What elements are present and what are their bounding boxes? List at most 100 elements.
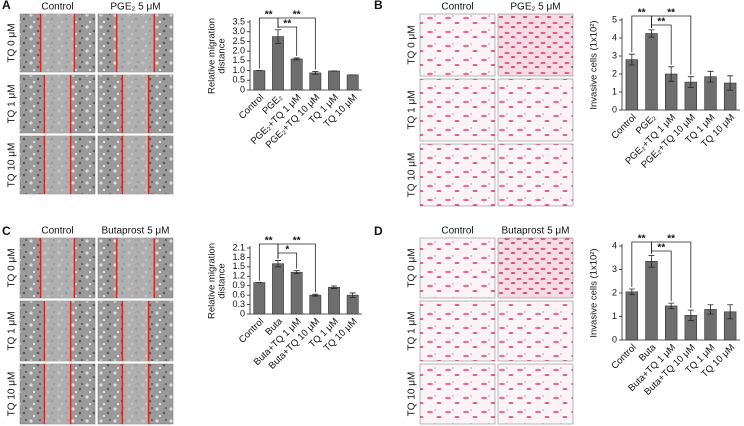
bar [272, 263, 284, 315]
bar [290, 271, 303, 315]
y-tick-label: 1.5 [232, 261, 245, 271]
column-label: Control [441, 226, 473, 237]
axis-line [621, 18, 740, 111]
panel: D Control Butaprost 5 μM TQ 0 μM TQ 1 μM TQ 1… [374, 224, 740, 425]
significance-label: * [285, 245, 289, 256]
micrograph [419, 237, 496, 299]
error-bar [628, 288, 635, 296]
bar [328, 70, 340, 91]
y-tick-label: 1.0 [232, 65, 245, 75]
scratch-gap [122, 75, 149, 133]
row-label: TQ 1 μM [407, 90, 418, 129]
y-tick-label: 3 [612, 264, 617, 274]
panel-label: D [374, 224, 383, 238]
bar [625, 291, 639, 341]
row-label: TQ 10 μM [7, 143, 18, 188]
significance-label: ** [265, 236, 273, 247]
bar [328, 286, 340, 315]
y-tick-label: 0.3 [232, 299, 245, 309]
scratch-gap [44, 75, 71, 133]
significance-label: ** [638, 8, 646, 19]
significance-label: ** [293, 236, 301, 247]
error-bar [707, 304, 714, 315]
significance-label: ** [638, 234, 646, 245]
scratch-gap [44, 136, 71, 194]
axis-line [249, 20, 362, 91]
column-label: Butaprost 5 μM [501, 226, 569, 237]
y-tick-label: 2.0 [232, 46, 245, 56]
row-label: TQ 1 μM [7, 311, 18, 350]
bar [346, 74, 359, 91]
row-label: TQ 1 μM [407, 311, 418, 350]
micrograph [497, 300, 574, 362]
significance-label: ** [265, 10, 273, 21]
y-axis-label: Relative migration [207, 243, 218, 319]
micrograph [497, 78, 574, 142]
error-bar [628, 53, 635, 66]
panel-label: C [2, 224, 11, 238]
error-bar [312, 71, 319, 75]
x-tick-label: Control [609, 112, 638, 141]
column-label: Control [41, 226, 73, 237]
bar [645, 33, 658, 111]
bar [309, 294, 322, 315]
error-bar [687, 309, 694, 321]
bar [309, 72, 322, 91]
panel: C Control Butaprost 5 μM TQ 0 μM TQ 1 μM TQ 1… [2, 224, 362, 425]
row-label: TQ 0 μM [407, 248, 418, 287]
significance-bracket [651, 15, 692, 75]
micrograph [419, 363, 496, 425]
significance-label: ** [657, 17, 665, 28]
error-bar [312, 293, 319, 297]
significance-label: ** [667, 234, 675, 245]
scratch-gap [122, 364, 149, 424]
column-label: PGE₂ 5 μM [510, 2, 560, 13]
error-bar [293, 270, 300, 275]
error-bar [668, 66, 675, 82]
row-label: TQ 10 μM [407, 372, 418, 417]
column-label: Butaprost 5 μM [101, 226, 169, 237]
y-tick-label: 2 [612, 68, 617, 78]
micrograph [497, 13, 574, 77]
axis-line [621, 244, 740, 341]
panel-label: A [2, 0, 11, 12]
error-bar [275, 29, 281, 44]
y-tick-label: 1.2 [232, 271, 245, 281]
panel-label: B [374, 0, 383, 12]
y-axis-label: distance [217, 38, 228, 73]
micrograph [419, 78, 496, 142]
y-tick-label: 3 [612, 50, 617, 60]
y-tick-label: 0 [240, 84, 245, 94]
scratch-gap [122, 136, 149, 194]
y-axis-label: Invasive cells (1x10²) [589, 248, 600, 337]
y-tick-label: 0 [612, 334, 617, 344]
bar [253, 282, 266, 315]
scratch-gap [122, 301, 149, 361]
scratch-gap [116, 238, 155, 298]
y-tick-label: 1.5 [232, 55, 245, 65]
error-bar [275, 260, 281, 268]
scratch-gap [116, 14, 155, 72]
significance-bracket [651, 241, 692, 309]
row-label: TQ 0 μM [7, 248, 18, 287]
scratch-gap [40, 238, 75, 298]
bar [664, 305, 678, 341]
column-label: Control [41, 2, 73, 13]
error-bar [727, 75, 734, 91]
bar [645, 260, 658, 341]
y-tick-label: 0 [240, 308, 245, 318]
y-tick-label: 1 [612, 311, 617, 321]
y-tick-label: 1.8 [232, 252, 245, 262]
error-bar [648, 29, 655, 38]
panel: A Control PGE₂ 5 μM TQ 0 μM TQ 1 μM TQ 10 μM 0… [2, 0, 362, 195]
panel: B Control PGE₂ 5 μM TQ 0 μM TQ 1 μM TQ 10 μM 0… [374, 0, 740, 207]
y-axis-label: Relative migration [207, 18, 218, 94]
bar [625, 59, 639, 111]
scratch-gap [40, 14, 75, 72]
bar [290, 58, 303, 91]
y-tick-label: 2.1 [232, 242, 245, 252]
error-bar [349, 292, 356, 298]
micrograph [497, 363, 574, 425]
x-tick-label: Control [609, 342, 638, 371]
y-tick-label: 4 [612, 240, 617, 250]
